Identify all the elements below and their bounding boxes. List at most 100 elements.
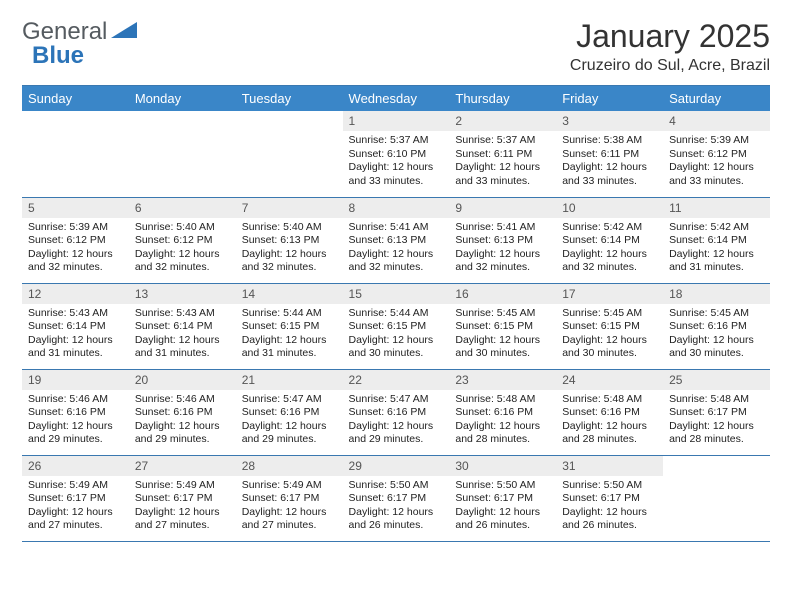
calendar-day-cell: 27Sunrise: 5:49 AMSunset: 6:17 PMDayligh… — [129, 455, 236, 541]
day-details: Sunrise: 5:40 AMSunset: 6:13 PMDaylight:… — [236, 218, 343, 280]
day-number: 14 — [236, 284, 343, 304]
brand-triangle-icon — [111, 20, 137, 45]
day-number: 15 — [343, 284, 450, 304]
day-number: 9 — [449, 198, 556, 218]
day-number: 22 — [343, 370, 450, 390]
day-details: Sunrise: 5:48 AMSunset: 6:16 PMDaylight:… — [556, 390, 663, 452]
calendar-body: 1Sunrise: 5:37 AMSunset: 6:10 PMDaylight… — [22, 111, 770, 541]
day-number: 1 — [343, 111, 450, 131]
calendar-day-cell: 22Sunrise: 5:47 AMSunset: 6:16 PMDayligh… — [343, 369, 450, 455]
day-number: 29 — [343, 456, 450, 476]
calendar-day-cell: 14Sunrise: 5:44 AMSunset: 6:15 PMDayligh… — [236, 283, 343, 369]
day-number: 2 — [449, 111, 556, 131]
weekday-header: Saturday — [663, 86, 770, 112]
day-number: 13 — [129, 284, 236, 304]
calendar-day-cell: 3Sunrise: 5:38 AMSunset: 6:11 PMDaylight… — [556, 111, 663, 197]
day-number: 4 — [663, 111, 770, 131]
day-number: 30 — [449, 456, 556, 476]
weekday-header: Thursday — [449, 86, 556, 112]
calendar-day-cell: 28Sunrise: 5:49 AMSunset: 6:17 PMDayligh… — [236, 455, 343, 541]
day-number: 18 — [663, 284, 770, 304]
day-details: Sunrise: 5:44 AMSunset: 6:15 PMDaylight:… — [236, 304, 343, 366]
calendar-day-cell: 5Sunrise: 5:39 AMSunset: 6:12 PMDaylight… — [22, 197, 129, 283]
day-details: Sunrise: 5:49 AMSunset: 6:17 PMDaylight:… — [22, 476, 129, 538]
day-number: 19 — [22, 370, 129, 390]
calendar-day-cell: 15Sunrise: 5:44 AMSunset: 6:15 PMDayligh… — [343, 283, 450, 369]
calendar-day-cell: 12Sunrise: 5:43 AMSunset: 6:14 PMDayligh… — [22, 283, 129, 369]
day-details: Sunrise: 5:38 AMSunset: 6:11 PMDaylight:… — [556, 131, 663, 193]
calendar-day-cell: 9Sunrise: 5:41 AMSunset: 6:13 PMDaylight… — [449, 197, 556, 283]
calendar-day-cell: 10Sunrise: 5:42 AMSunset: 6:14 PMDayligh… — [556, 197, 663, 283]
calendar-day-cell: 20Sunrise: 5:46 AMSunset: 6:16 PMDayligh… — [129, 369, 236, 455]
day-details: Sunrise: 5:46 AMSunset: 6:16 PMDaylight:… — [22, 390, 129, 452]
day-number: 21 — [236, 370, 343, 390]
day-number: 31 — [556, 456, 663, 476]
day-details: Sunrise: 5:37 AMSunset: 6:11 PMDaylight:… — [449, 131, 556, 193]
calendar-day-cell: 17Sunrise: 5:45 AMSunset: 6:15 PMDayligh… — [556, 283, 663, 369]
weekday-header: Monday — [129, 86, 236, 112]
calendar-week-row: 12Sunrise: 5:43 AMSunset: 6:14 PMDayligh… — [22, 283, 770, 369]
day-details: Sunrise: 5:50 AMSunset: 6:17 PMDaylight:… — [449, 476, 556, 538]
brand-blue: Blue — [32, 42, 84, 69]
weekday-header: Friday — [556, 86, 663, 112]
calendar-day-cell — [129, 111, 236, 197]
calendar-day-cell: 25Sunrise: 5:48 AMSunset: 6:17 PMDayligh… — [663, 369, 770, 455]
brand-blue-wrap: Blue — [32, 42, 84, 70]
day-number: 11 — [663, 198, 770, 218]
calendar-day-cell: 2Sunrise: 5:37 AMSunset: 6:11 PMDaylight… — [449, 111, 556, 197]
calendar-day-cell: 29Sunrise: 5:50 AMSunset: 6:17 PMDayligh… — [343, 455, 450, 541]
calendar-day-cell — [22, 111, 129, 197]
day-number: 25 — [663, 370, 770, 390]
calendar-week-row: 1Sunrise: 5:37 AMSunset: 6:10 PMDaylight… — [22, 111, 770, 197]
day-number: 26 — [22, 456, 129, 476]
calendar-day-cell: 8Sunrise: 5:41 AMSunset: 6:13 PMDaylight… — [343, 197, 450, 283]
day-details: Sunrise: 5:45 AMSunset: 6:15 PMDaylight:… — [449, 304, 556, 366]
day-details: Sunrise: 5:50 AMSunset: 6:17 PMDaylight:… — [556, 476, 663, 538]
calendar-day-cell — [663, 455, 770, 541]
day-number: 27 — [129, 456, 236, 476]
day-details: Sunrise: 5:43 AMSunset: 6:14 PMDaylight:… — [22, 304, 129, 366]
calendar-week-row: 26Sunrise: 5:49 AMSunset: 6:17 PMDayligh… — [22, 455, 770, 541]
calendar-day-cell: 18Sunrise: 5:45 AMSunset: 6:16 PMDayligh… — [663, 283, 770, 369]
calendar-week-row: 5Sunrise: 5:39 AMSunset: 6:12 PMDaylight… — [22, 197, 770, 283]
day-details: Sunrise: 5:46 AMSunset: 6:16 PMDaylight:… — [129, 390, 236, 452]
location-text: Cruzeiro do Sul, Acre, Brazil — [570, 57, 770, 75]
calendar-day-cell: 21Sunrise: 5:47 AMSunset: 6:16 PMDayligh… — [236, 369, 343, 455]
calendar-day-cell: 7Sunrise: 5:40 AMSunset: 6:13 PMDaylight… — [236, 197, 343, 283]
day-details: Sunrise: 5:50 AMSunset: 6:17 PMDaylight:… — [343, 476, 450, 538]
day-details: Sunrise: 5:49 AMSunset: 6:17 PMDaylight:… — [129, 476, 236, 538]
day-details: Sunrise: 5:44 AMSunset: 6:15 PMDaylight:… — [343, 304, 450, 366]
day-details: Sunrise: 5:49 AMSunset: 6:17 PMDaylight:… — [236, 476, 343, 538]
day-number: 17 — [556, 284, 663, 304]
day-details: Sunrise: 5:45 AMSunset: 6:15 PMDaylight:… — [556, 304, 663, 366]
calendar-day-cell: 4Sunrise: 5:39 AMSunset: 6:12 PMDaylight… — [663, 111, 770, 197]
day-details: Sunrise: 5:43 AMSunset: 6:14 PMDaylight:… — [129, 304, 236, 366]
weekday-header: Wednesday — [343, 86, 450, 112]
calendar-day-cell: 11Sunrise: 5:42 AMSunset: 6:14 PMDayligh… — [663, 197, 770, 283]
day-number: 24 — [556, 370, 663, 390]
calendar-week-row: 19Sunrise: 5:46 AMSunset: 6:16 PMDayligh… — [22, 369, 770, 455]
day-number: 12 — [22, 284, 129, 304]
day-details: Sunrise: 5:47 AMSunset: 6:16 PMDaylight:… — [236, 390, 343, 452]
calendar-day-cell: 24Sunrise: 5:48 AMSunset: 6:16 PMDayligh… — [556, 369, 663, 455]
calendar-day-cell: 16Sunrise: 5:45 AMSunset: 6:15 PMDayligh… — [449, 283, 556, 369]
calendar-day-cell: 19Sunrise: 5:46 AMSunset: 6:16 PMDayligh… — [22, 369, 129, 455]
calendar-day-cell: 26Sunrise: 5:49 AMSunset: 6:17 PMDayligh… — [22, 455, 129, 541]
day-number: 5 — [22, 198, 129, 218]
calendar-day-cell — [236, 111, 343, 197]
title-block: January 2025 Cruzeiro do Sul, Acre, Braz… — [570, 18, 770, 75]
month-title: January 2025 — [570, 18, 770, 55]
day-details: Sunrise: 5:42 AMSunset: 6:14 PMDaylight:… — [663, 218, 770, 280]
day-details: Sunrise: 5:37 AMSunset: 6:10 PMDaylight:… — [343, 131, 450, 193]
day-details: Sunrise: 5:39 AMSunset: 6:12 PMDaylight:… — [22, 218, 129, 280]
day-number: 16 — [449, 284, 556, 304]
day-details: Sunrise: 5:40 AMSunset: 6:12 PMDaylight:… — [129, 218, 236, 280]
day-number: 20 — [129, 370, 236, 390]
calendar-day-cell: 23Sunrise: 5:48 AMSunset: 6:16 PMDayligh… — [449, 369, 556, 455]
day-details: Sunrise: 5:48 AMSunset: 6:16 PMDaylight:… — [449, 390, 556, 452]
day-details: Sunrise: 5:47 AMSunset: 6:16 PMDaylight:… — [343, 390, 450, 452]
calendar-day-cell: 31Sunrise: 5:50 AMSunset: 6:17 PMDayligh… — [556, 455, 663, 541]
day-details: Sunrise: 5:42 AMSunset: 6:14 PMDaylight:… — [556, 218, 663, 280]
day-number: 23 — [449, 370, 556, 390]
calendar-head: SundayMondayTuesdayWednesdayThursdayFrid… — [22, 86, 770, 112]
